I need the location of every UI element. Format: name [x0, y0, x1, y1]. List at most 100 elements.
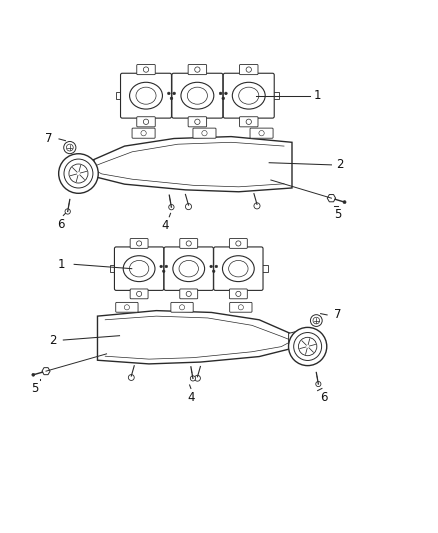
Circle shape: [137, 292, 141, 296]
Polygon shape: [98, 311, 304, 364]
FancyBboxPatch shape: [130, 239, 148, 248]
Polygon shape: [71, 156, 94, 176]
Ellipse shape: [229, 261, 248, 277]
Ellipse shape: [136, 87, 156, 104]
Ellipse shape: [181, 82, 214, 109]
Circle shape: [246, 67, 251, 72]
Circle shape: [236, 241, 241, 246]
Circle shape: [246, 119, 251, 124]
Circle shape: [316, 382, 321, 386]
Text: 2: 2: [49, 334, 57, 346]
Circle shape: [311, 314, 322, 326]
Polygon shape: [79, 136, 292, 192]
Text: 7: 7: [334, 309, 341, 321]
Circle shape: [67, 144, 73, 151]
Bar: [116, 92, 279, 100]
Circle shape: [195, 119, 200, 124]
FancyBboxPatch shape: [114, 247, 164, 290]
Circle shape: [169, 205, 174, 210]
Circle shape: [65, 209, 71, 214]
Text: 5: 5: [32, 382, 39, 395]
Circle shape: [186, 241, 191, 246]
Circle shape: [59, 154, 98, 193]
Circle shape: [124, 305, 130, 310]
FancyBboxPatch shape: [193, 128, 216, 138]
Circle shape: [64, 141, 76, 154]
FancyBboxPatch shape: [130, 289, 148, 299]
FancyBboxPatch shape: [164, 247, 213, 290]
Circle shape: [160, 265, 162, 268]
Bar: [110, 265, 268, 272]
FancyBboxPatch shape: [250, 128, 273, 138]
Polygon shape: [42, 368, 50, 375]
Text: 1: 1: [58, 258, 66, 271]
Ellipse shape: [232, 82, 265, 109]
Circle shape: [165, 265, 168, 268]
FancyBboxPatch shape: [240, 64, 258, 75]
Ellipse shape: [130, 82, 162, 109]
Circle shape: [215, 265, 218, 268]
Circle shape: [162, 270, 165, 272]
Circle shape: [289, 327, 327, 366]
FancyBboxPatch shape: [188, 117, 207, 127]
Text: 4: 4: [161, 219, 169, 232]
Circle shape: [195, 67, 200, 72]
Text: 1: 1: [314, 89, 321, 102]
Circle shape: [259, 131, 264, 136]
FancyBboxPatch shape: [223, 73, 274, 118]
Ellipse shape: [173, 256, 205, 281]
FancyBboxPatch shape: [172, 73, 223, 118]
Circle shape: [238, 305, 244, 310]
Circle shape: [143, 119, 148, 124]
Ellipse shape: [179, 261, 198, 277]
FancyBboxPatch shape: [230, 302, 252, 312]
Ellipse shape: [187, 87, 208, 104]
Circle shape: [298, 337, 317, 356]
Text: 2: 2: [336, 158, 343, 172]
Circle shape: [170, 97, 173, 100]
Circle shape: [202, 131, 207, 136]
FancyBboxPatch shape: [230, 289, 247, 299]
Circle shape: [212, 270, 215, 272]
FancyBboxPatch shape: [137, 117, 155, 127]
FancyBboxPatch shape: [188, 64, 207, 75]
Text: 7: 7: [45, 132, 53, 146]
FancyBboxPatch shape: [230, 239, 247, 248]
FancyBboxPatch shape: [132, 128, 155, 138]
FancyBboxPatch shape: [137, 64, 155, 75]
FancyBboxPatch shape: [116, 302, 138, 312]
Circle shape: [128, 375, 134, 381]
Polygon shape: [289, 330, 311, 349]
Circle shape: [137, 241, 141, 246]
Text: 4: 4: [187, 391, 194, 403]
FancyBboxPatch shape: [180, 239, 198, 248]
Circle shape: [141, 131, 146, 136]
Circle shape: [294, 333, 321, 360]
Ellipse shape: [239, 87, 259, 104]
Circle shape: [173, 92, 176, 95]
Circle shape: [191, 376, 195, 381]
Circle shape: [185, 204, 191, 209]
Text: 5: 5: [334, 208, 342, 221]
Circle shape: [64, 159, 93, 188]
Circle shape: [210, 265, 212, 268]
Circle shape: [343, 200, 346, 204]
Circle shape: [222, 97, 225, 100]
FancyBboxPatch shape: [171, 302, 193, 312]
Ellipse shape: [223, 256, 254, 281]
Ellipse shape: [123, 256, 155, 281]
Circle shape: [180, 305, 184, 310]
Circle shape: [167, 92, 170, 95]
Circle shape: [236, 292, 241, 296]
Circle shape: [143, 67, 148, 72]
Circle shape: [194, 375, 201, 381]
Text: 6: 6: [320, 391, 328, 403]
Circle shape: [32, 373, 35, 376]
Text: 6: 6: [57, 217, 65, 231]
Circle shape: [186, 292, 191, 296]
Polygon shape: [327, 195, 336, 202]
Ellipse shape: [129, 261, 149, 277]
FancyBboxPatch shape: [240, 117, 258, 127]
Circle shape: [225, 92, 227, 95]
FancyBboxPatch shape: [180, 289, 198, 299]
